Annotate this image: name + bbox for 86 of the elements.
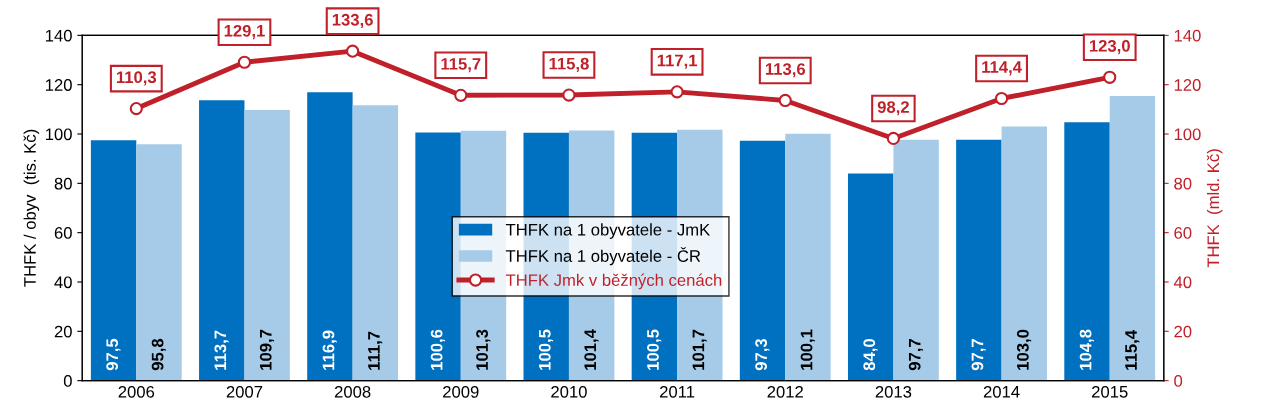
data-label: 97,7	[971, 339, 986, 371]
data-label: 101,3	[476, 329, 491, 370]
x-tick-label: 2013	[875, 385, 912, 398]
bar	[1064, 122, 1110, 381]
y2-tick-label: 100	[1174, 128, 1201, 141]
y-tick-label: 60	[54, 227, 72, 239]
point	[454, 88, 468, 102]
data-label: 113,7	[214, 330, 229, 370]
legend-label: THFK na 1 obyvatele - JmK	[505, 223, 711, 239]
data-label: 101,4	[584, 329, 599, 370]
data-label: 109,7	[259, 329, 275, 370]
x-tick-label: 2008	[334, 385, 371, 398]
x-tick-label: 2015	[1092, 385, 1128, 398]
y-tick-label: 100	[45, 128, 72, 141]
data-label: 113,6	[765, 63, 806, 78]
x-tick-label: 2012	[767, 385, 803, 398]
x-tick-label: 2009	[443, 385, 479, 398]
point	[886, 131, 900, 146]
y2-axis-title: THFK (mld. Kč)	[1206, 149, 1223, 268]
legend-label: THFK Jmk v běžných cenách	[505, 273, 722, 290]
bar	[136, 144, 182, 381]
data-label: 110,3	[116, 71, 157, 86]
legend-label: THFK na 1 obyvatele - ČR	[505, 247, 701, 266]
data-label: 123,0	[1089, 39, 1130, 55]
bar	[244, 110, 290, 381]
bar	[1109, 96, 1156, 381]
data-label: 97,3	[755, 338, 770, 371]
x-tick-label: 2010	[551, 385, 587, 398]
y-tick-label: 140	[45, 29, 72, 42]
data-label: 97,5	[106, 338, 121, 371]
bar	[956, 139, 1002, 381]
point	[346, 44, 360, 58]
y2-tick-label: 120	[1174, 79, 1201, 91]
data-label: 100,6	[430, 329, 445, 370]
data-label: 103,0	[1016, 329, 1032, 370]
point	[778, 93, 792, 108]
x-tick-label: 2014	[983, 385, 1020, 398]
point	[994, 91, 1009, 106]
data-label: 100,1	[800, 329, 815, 370]
bar	[1001, 126, 1047, 381]
data-label: 98,2	[877, 101, 909, 116]
data-label: 116,9	[322, 330, 337, 370]
y2-tick-label: 80	[1174, 177, 1192, 190]
y-tick-label: 40	[54, 276, 72, 289]
x-tick-label: 2007	[226, 385, 263, 398]
y2-tick-label: 0	[1174, 375, 1183, 387]
data-label: 100,5	[538, 329, 554, 370]
bar	[352, 105, 399, 381]
y2-tick-label: 20	[1174, 325, 1192, 338]
bar	[415, 132, 461, 381]
data-label: 114,4	[982, 61, 1022, 76]
data-label: 117,1	[657, 54, 698, 69]
data-label: 84,0	[863, 339, 878, 371]
y2-tick-label: 140	[1174, 29, 1201, 42]
bar	[90, 140, 137, 381]
y-axis-title: THFK / obyv (tis. Kč)	[23, 129, 40, 287]
y-tick-label: 0	[63, 375, 72, 387]
data-label: 129,1	[224, 24, 265, 40]
data-label: 104,8	[1079, 329, 1094, 370]
data-label: 115,4	[1125, 330, 1140, 370]
bar	[307, 92, 353, 381]
bar	[199, 100, 245, 381]
data-label: 101,7	[692, 329, 707, 370]
y-tick-label: 120	[45, 79, 72, 91]
y-tick-label: 80	[54, 177, 72, 190]
data-label: 100,5	[647, 329, 662, 370]
y2-tick-label: 40	[1173, 276, 1192, 289]
bar	[893, 139, 939, 381]
data-label: 95,8	[151, 338, 166, 371]
point	[129, 102, 143, 116]
data-label: 133,6	[332, 13, 373, 29]
x-tick-label: 2011	[660, 385, 695, 398]
bar	[785, 133, 831, 381]
point	[562, 88, 576, 102]
data-label: 115,7	[441, 58, 481, 73]
x-tick-label: 2006	[118, 385, 155, 398]
bar	[847, 173, 894, 381]
point	[670, 85, 684, 99]
point	[237, 55, 252, 69]
data-label: 115,8	[549, 57, 589, 72]
bar	[739, 140, 786, 381]
data-label: 97,7	[908, 339, 924, 371]
y2-tick-label: 60	[1174, 227, 1192, 239]
data-label: 111,7	[368, 331, 383, 370]
point	[1103, 70, 1117, 84]
y-tick-label: 20	[54, 325, 72, 338]
